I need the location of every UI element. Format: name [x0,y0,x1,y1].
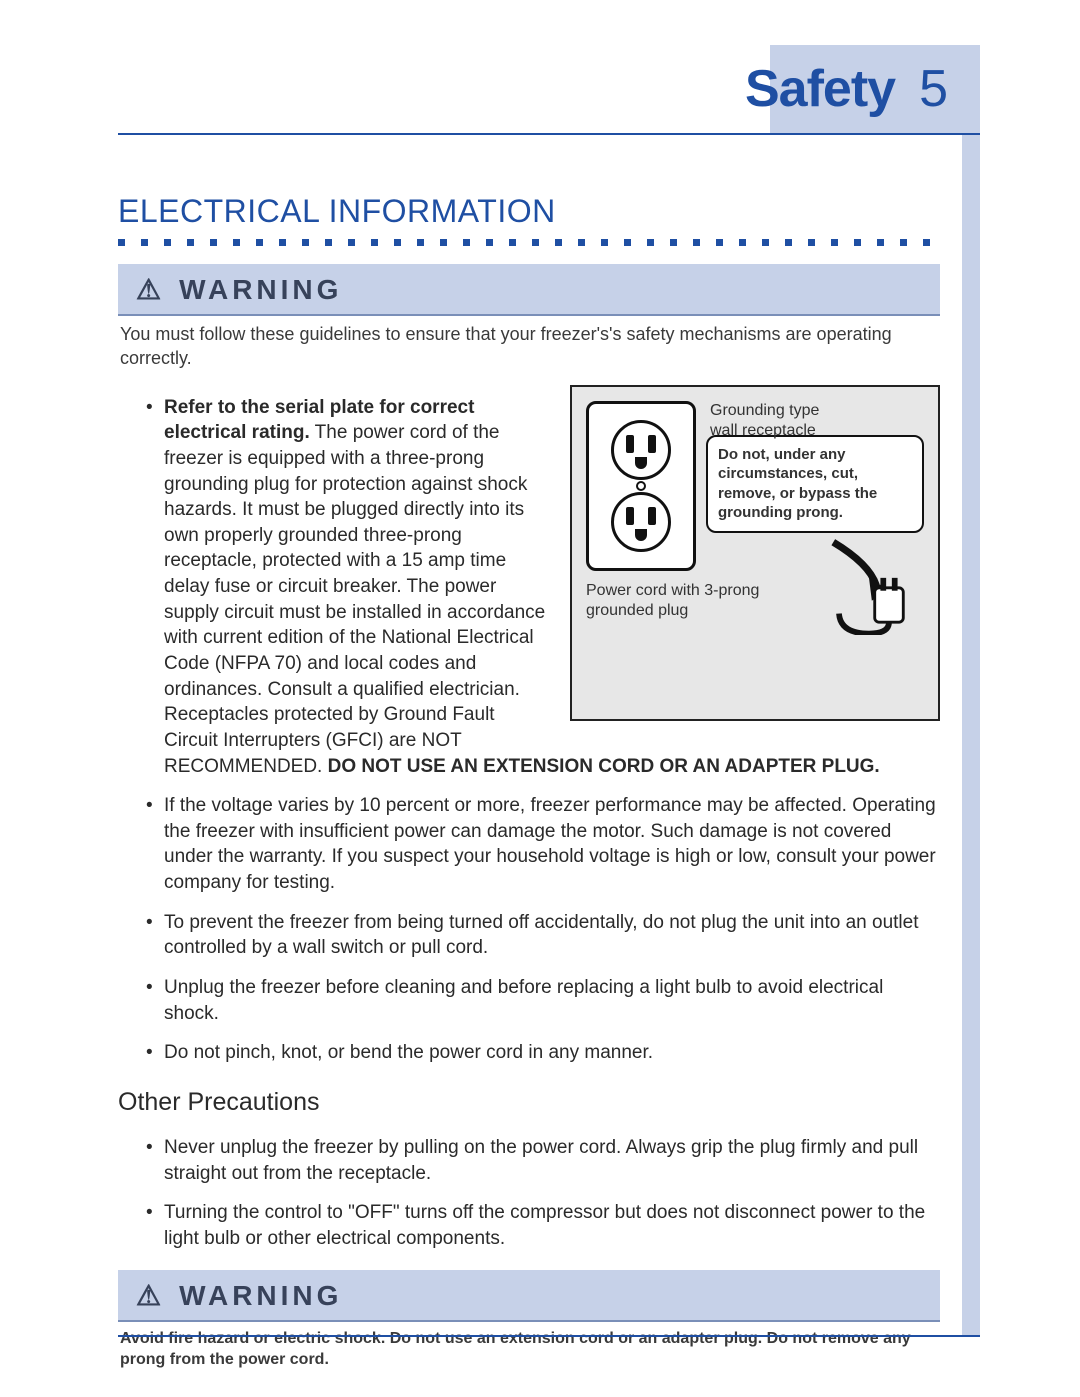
warning-label: WARNING [179,274,342,306]
page-number: 5 [919,59,948,119]
section-title: ELECTRICAL INFORMATION [118,193,940,230]
list-item: To prevent the freezer from being turned… [146,910,940,961]
content-area: ELECTRICAL INFORMATION ⚠ WARNING You mus… [118,135,980,1371]
side-strip [962,135,980,1337]
bullet-text: The power cord of the freezer is equippe… [164,422,545,776]
bottom-rule [118,1335,980,1337]
warning-label: WARNING [179,1280,342,1312]
main-bullet-list: Refer to the serial plate for correct el… [118,381,940,1066]
list-item: Turning the control to "OFF" turns off t… [146,1200,940,1251]
bullet-text: Do not pinch, knot, or bend the power co… [164,1042,653,1063]
warning-bar: ⚠ WARNING [118,264,940,316]
bullet-text: Unplug the freezer before cleaning and b… [164,977,883,1024]
warning-box-1: ⚠ WARNING You must follow these guidelin… [118,264,940,371]
page: Safety 5 ELECTRICAL INFORMATION ⚠ WARNIN… [0,0,1080,1397]
subheading-other-precautions: Other Precautions [118,1088,940,1117]
bullet-text: Turning the control to "OFF" turns off t… [164,1202,925,1249]
list-item: Refer to the serial plate for correct el… [146,395,940,780]
page-title: Safety [745,59,895,119]
warning-box-2: ⚠ WARNING Avoid fire hazard or electric … [118,1270,940,1371]
bullet-text: Never unplug the freezer by pulling on t… [164,1137,918,1184]
bullet-text: If the voltage varies by 10 percent or m… [164,795,936,893]
warning-triangle-icon: ⚠ [136,276,165,304]
other-bullet-list: Never unplug the freezer by pulling on t… [118,1121,940,1252]
list-item: If the voltage varies by 10 percent or m… [146,793,940,896]
list-item: Unplug the freezer before cleaning and b… [146,975,940,1026]
warning-text: You must follow these guidelines to ensu… [118,316,940,371]
warning-text: Avoid fire hazard or electric shock. Do … [118,1322,940,1371]
list-item: Do not pinch, knot, or bend the power co… [146,1040,940,1066]
bullet-text: To prevent the freezer from being turned… [164,912,919,959]
warning-triangle-icon: ⚠ [136,1282,165,1310]
bullet-tail-bold: DO NOT USE AN EXTENSION CORD OR AN ADAPT… [328,756,880,777]
page-header: Safety 5 [118,45,980,135]
warning-bar: ⚠ WARNING [118,1270,940,1322]
dotted-rule [118,238,940,246]
list-item: Never unplug the freezer by pulling on t… [146,1135,940,1186]
